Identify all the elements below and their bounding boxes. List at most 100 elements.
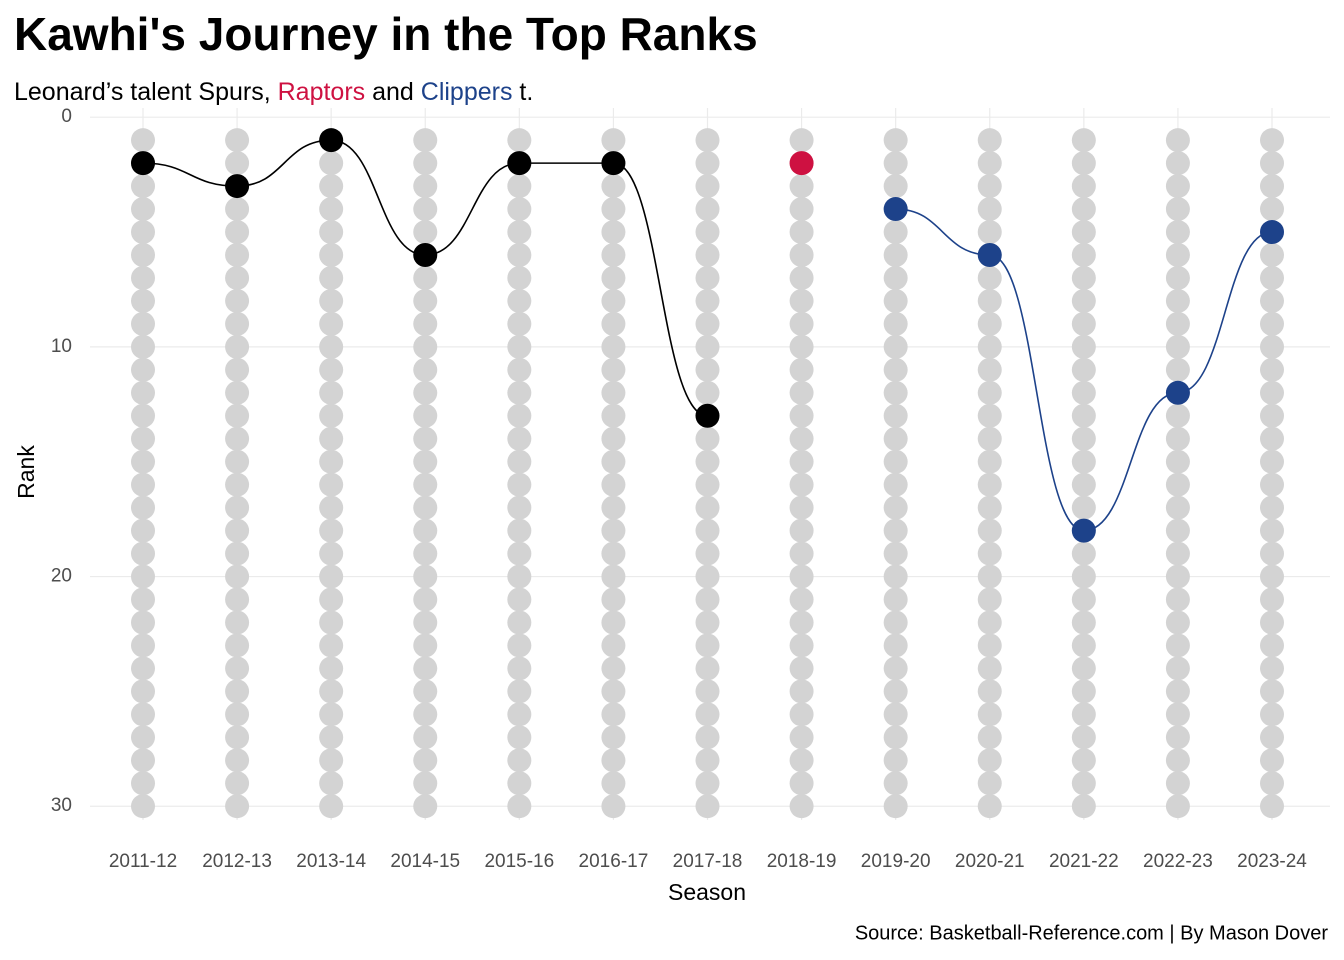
chart-subtitle: Leonard’s talent Spurs, Raptors and Clip… — [14, 78, 533, 106]
background-dot — [225, 380, 250, 405]
caption: Source: Basketball-Reference.com | By Ma… — [855, 922, 1329, 944]
series-line — [142, 139, 708, 417]
background-dot — [131, 610, 155, 635]
background-dot — [131, 334, 155, 359]
background-dot — [977, 380, 1002, 405]
background-dot — [319, 518, 344, 543]
background-dot — [1071, 128, 1096, 153]
background-dot — [1260, 311, 1284, 336]
background-dot — [319, 426, 344, 451]
y-tick-label: 20 — [51, 566, 72, 587]
background-dot — [319, 725, 344, 750]
background-dot — [789, 495, 814, 520]
x-tick-label: 2022-23 — [1143, 851, 1213, 872]
background-dot — [883, 449, 908, 474]
background-dot — [225, 748, 250, 773]
background-dot — [1165, 771, 1190, 796]
y-tick-label: 0 — [61, 106, 72, 127]
background-dot — [413, 197, 438, 222]
rank-dot — [1165, 380, 1190, 405]
background-dot — [413, 564, 438, 589]
background-dot — [1165, 403, 1190, 428]
background-dot — [413, 311, 438, 336]
background-dot — [1071, 794, 1096, 819]
background-dot — [977, 541, 1002, 566]
background-dot — [1260, 702, 1284, 727]
background-dot — [507, 334, 532, 359]
background-dot — [977, 288, 1002, 313]
background-dot — [789, 725, 814, 750]
background-dot — [319, 633, 344, 658]
background-dot — [1071, 702, 1096, 727]
background-dot — [883, 702, 908, 727]
background-dot — [789, 794, 814, 819]
background-dot — [695, 472, 720, 497]
background-dot — [413, 265, 438, 290]
x-tick-label: 2023-24 — [1237, 851, 1307, 872]
background-dot — [789, 311, 814, 336]
background-dot — [507, 288, 532, 313]
background-dot — [789, 288, 814, 313]
background-dot — [1260, 426, 1284, 451]
background-dot — [695, 518, 720, 543]
background-dot — [977, 151, 1002, 176]
background-dot — [789, 426, 814, 451]
background-dot — [789, 265, 814, 290]
background-dot — [225, 220, 250, 245]
background-dot — [1260, 541, 1284, 566]
background-dot — [789, 380, 814, 405]
background-dot — [413, 656, 438, 681]
background-dot — [977, 265, 1002, 290]
background-dot — [883, 610, 908, 635]
background-dot — [977, 334, 1002, 359]
background-dot — [225, 128, 250, 153]
background-dot — [1165, 794, 1190, 819]
background-dot — [131, 311, 155, 336]
background-dot — [225, 495, 250, 520]
background-dot — [1165, 656, 1190, 681]
background-dot — [1260, 656, 1284, 681]
background-dot — [977, 472, 1002, 497]
background-dot — [789, 702, 814, 727]
background-dot — [601, 220, 626, 245]
background-dot — [131, 357, 155, 382]
background-dot — [319, 564, 344, 589]
background-dot — [413, 472, 438, 497]
background-dot — [1260, 725, 1284, 750]
background-dot — [413, 220, 438, 245]
background-dot — [413, 174, 438, 199]
background-dot — [883, 380, 908, 405]
background-dot — [1071, 449, 1096, 474]
layer — [131, 128, 1284, 543]
background-dot — [1260, 380, 1284, 405]
background-dot — [1165, 426, 1190, 451]
background-dot — [319, 587, 344, 612]
x-tick-label: 2015-16 — [484, 851, 554, 872]
background-dot — [977, 197, 1002, 222]
rank-dot — [883, 197, 908, 222]
background-dot — [1260, 794, 1284, 819]
rank-dot — [319, 128, 344, 153]
background-dot — [507, 311, 532, 336]
background-dot — [131, 380, 155, 405]
background-dot — [789, 541, 814, 566]
y-axis-label: Rank — [13, 445, 39, 499]
background-dot — [883, 518, 908, 543]
background-dot — [1260, 242, 1284, 267]
rank-dot — [789, 151, 814, 176]
background-dot — [507, 587, 532, 612]
rank-dot — [601, 151, 626, 176]
background-dot — [319, 265, 344, 290]
background-dot — [1071, 151, 1096, 176]
background-dot — [507, 564, 532, 589]
background-dot — [1071, 472, 1096, 497]
background-dot — [413, 426, 438, 451]
background-dot — [131, 541, 155, 566]
background-dot — [1165, 518, 1190, 543]
background-dot — [507, 472, 532, 497]
background-dot — [695, 679, 720, 704]
background-dot — [789, 403, 814, 428]
background-dot — [1071, 633, 1096, 658]
background-dot — [1071, 288, 1096, 313]
background-dot — [1260, 174, 1284, 199]
